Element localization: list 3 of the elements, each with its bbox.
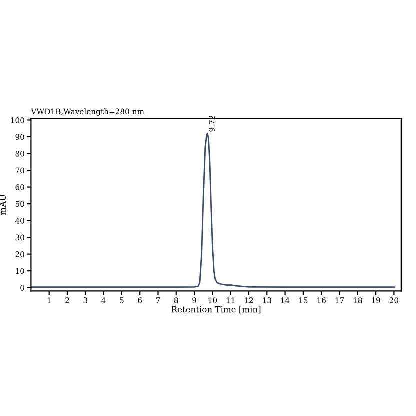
y-axis-title: mAU (0, 194, 6, 216)
x-axis-title: Retention Time [min] (172, 306, 261, 314)
line-series (31, 132, 395, 288)
